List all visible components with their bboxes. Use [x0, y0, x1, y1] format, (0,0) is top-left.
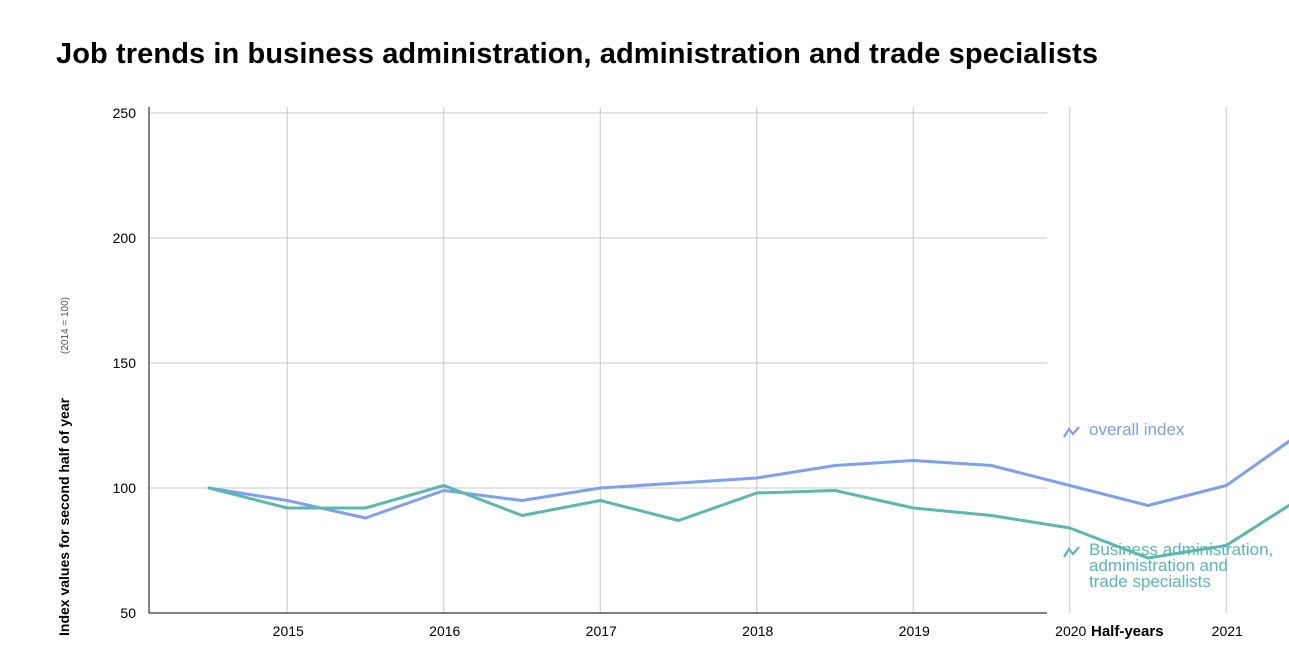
grid-lines [149, 107, 1227, 613]
legend-label-business: Business administration, administration … [1089, 540, 1274, 591]
x-axis-label: Half-years [1091, 623, 1164, 640]
y-axis-note: (2014 = 100) [60, 297, 71, 354]
y-axis-label: Index values for second half of year [56, 397, 72, 636]
x-tick-labels: 2015201620172018201920202021202220232024… [273, 623, 1243, 639]
x-tick-label: 2015 [273, 623, 304, 639]
series-line-overall [207, 439, 1289, 520]
legend-line: trade specialists [1089, 572, 1211, 591]
trend-line-icon [1063, 426, 1080, 438]
axes [148, 107, 1047, 614]
y-tick-label: 200 [113, 230, 137, 246]
legend-line: Business administration, [1089, 540, 1274, 559]
y-tick-label: 150 [113, 355, 137, 371]
trend-line-icon [1063, 546, 1080, 558]
y-tick-label: 250 [113, 105, 137, 121]
y-tick-labels: 50 100 150 200 250 [113, 105, 137, 621]
x-tick-label: 2020 [1055, 623, 1086, 639]
x-tick-label: 2016 [429, 623, 460, 639]
x-tick-label: 2021 [1212, 623, 1243, 639]
legend-item-overall: overall index [1063, 420, 1185, 439]
legend-item-business: Business administration, administration … [1063, 540, 1274, 591]
chart-title: Job trends in business administration, a… [56, 38, 1099, 70]
x-tick-label: 2018 [742, 623, 773, 639]
legend-line: administration and [1089, 556, 1228, 575]
x-tick-label: 2019 [899, 623, 930, 639]
y-tick-label: 50 [120, 605, 136, 621]
series-line-business [207, 484, 1289, 560]
series-lines [207, 439, 1289, 560]
y-tick-label: 100 [113, 480, 137, 496]
legend-label-overall: overall index [1089, 420, 1185, 439]
x-tick-label: 2017 [586, 623, 617, 639]
